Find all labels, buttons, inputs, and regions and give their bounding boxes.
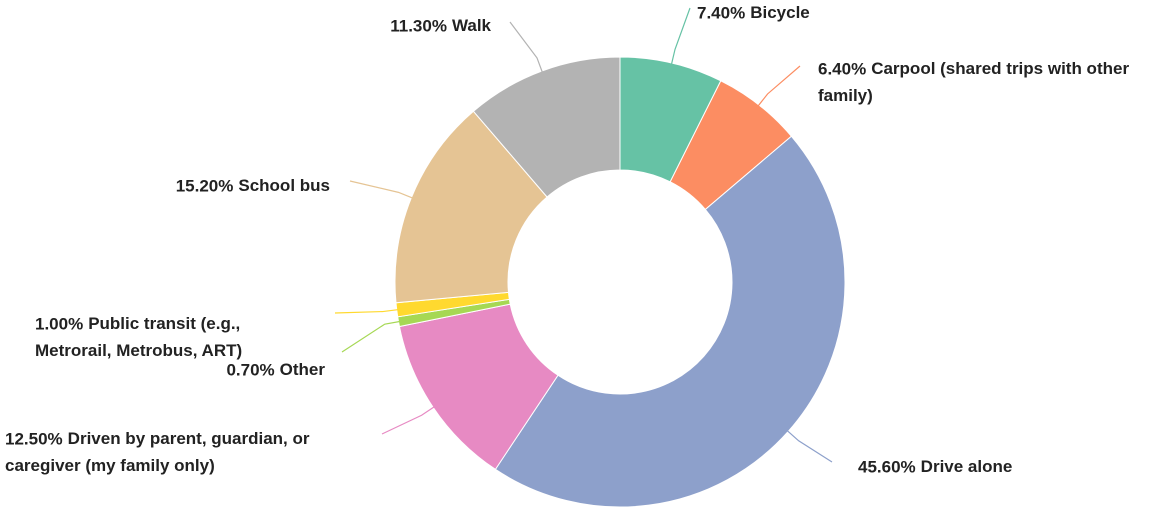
category-label: School bus — [238, 176, 330, 195]
category-line: Public transit (e.g., — [88, 314, 245, 333]
value-label: 12.50% — [5, 429, 63, 448]
leader-line — [349, 180, 416, 200]
value-label: 1.00% — [35, 314, 83, 333]
category-label: Carpool (shared trips with other family) — [818, 59, 1134, 105]
category-line: Carpool (shared trips with other — [871, 59, 1134, 78]
category-line: caregiver (my family only) — [5, 456, 215, 475]
category-line: family) — [818, 86, 873, 105]
category-line: Driven by parent, guardian, or — [68, 429, 315, 448]
category-line: Walk — [452, 16, 492, 35]
value-label: 0.70% — [226, 360, 274, 379]
leader-line — [334, 308, 401, 314]
category-label: Other — [280, 360, 326, 379]
category-label: Driven by parent, guardian, or caregiver… — [5, 429, 314, 475]
value-label: 11.30% — [390, 16, 447, 35]
donut-slice — [472, 56, 621, 198]
category-label: Drive alone — [921, 457, 1013, 476]
donut-slice — [494, 135, 846, 508]
category-label: Walk — [452, 16, 492, 35]
leader-line — [670, 7, 691, 68]
value-label: 7.40% — [697, 3, 745, 22]
leader-line — [784, 428, 833, 463]
category-line: School bus — [238, 176, 330, 195]
leader-line — [755, 65, 801, 109]
leader-line — [341, 320, 403, 353]
category-line: Metrorail, Metrobus, ART) — [35, 341, 242, 360]
category-label: Public transit (e.g., Metrorail, Metrobu… — [35, 314, 245, 360]
donut-slice — [394, 110, 548, 304]
category-label: Bicycle — [750, 3, 810, 22]
category-line: Drive alone — [921, 457, 1013, 476]
donut-slice — [398, 303, 559, 471]
value-label: 15.20% — [176, 176, 234, 195]
category-line: Other — [280, 360, 326, 379]
value-label: 6.40% — [818, 59, 866, 78]
category-line: Bicycle — [750, 3, 810, 22]
value-label: 45.60% — [858, 457, 916, 476]
leader-line — [509, 21, 544, 75]
leader-line — [381, 404, 437, 435]
